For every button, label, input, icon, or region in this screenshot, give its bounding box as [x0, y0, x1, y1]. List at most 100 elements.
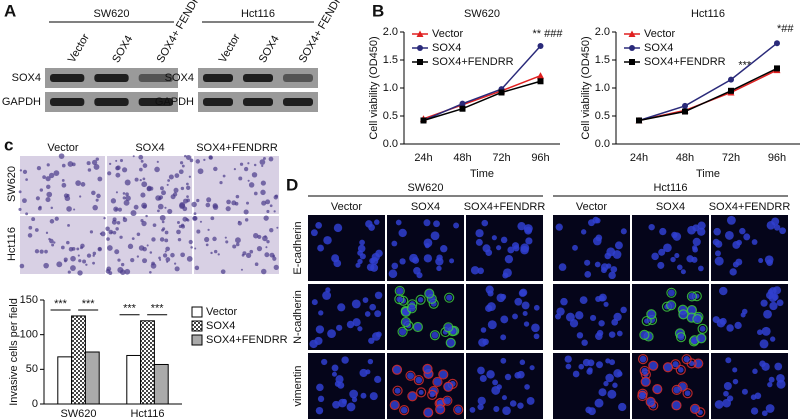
- nucleus: [575, 311, 584, 320]
- cell: [105, 268, 111, 274]
- x-tick-label: 24h: [630, 152, 648, 164]
- nucleus: [321, 358, 328, 366]
- nucleus: [586, 368, 593, 375]
- nucleus: [736, 239, 742, 246]
- cell: [149, 270, 152, 274]
- nucleus: [367, 358, 374, 365]
- cell: [265, 199, 271, 205]
- cell: [185, 217, 189, 221]
- cell: [61, 179, 65, 182]
- cell: [51, 243, 55, 247]
- cell: [71, 247, 76, 251]
- cell: [125, 192, 129, 197]
- cell: [146, 186, 152, 192]
- nucleus: [374, 375, 382, 384]
- if-column-label: SOX4+FENDRR: [464, 201, 546, 213]
- legend-marker: [417, 45, 423, 51]
- lane-label: Vector: [217, 32, 243, 65]
- cell: [54, 216, 59, 221]
- nucleus: [376, 331, 382, 338]
- legend-marker: [416, 30, 424, 37]
- nucleus: [327, 329, 336, 338]
- nucleus: [691, 256, 698, 263]
- cell: [92, 251, 97, 256]
- stain: [445, 337, 456, 348]
- nucleus: [723, 390, 729, 397]
- nucleus: [500, 315, 509, 324]
- cell: [181, 164, 185, 168]
- nucleus: [556, 307, 565, 316]
- nucleus: [612, 382, 618, 388]
- nucleus: [761, 410, 768, 417]
- cell: [43, 262, 49, 269]
- nucleus: [509, 400, 517, 407]
- cell: [66, 240, 70, 245]
- if-row-label: N-cadherin: [292, 290, 304, 344]
- cell: [122, 196, 126, 200]
- cell: [205, 202, 211, 208]
- cell: [199, 220, 203, 223]
- blot-band: [94, 98, 129, 106]
- legend-swatch: [191, 306, 203, 318]
- cell: [53, 170, 60, 176]
- nucleus: [514, 297, 523, 306]
- cell: [225, 240, 229, 244]
- cell: [208, 155, 213, 160]
- nucleus: [453, 222, 460, 229]
- cell: [50, 206, 54, 210]
- cell: [107, 245, 113, 251]
- cell: [85, 263, 88, 266]
- cell: [184, 154, 187, 158]
- cell: [42, 175, 46, 179]
- nucleus: [519, 288, 528, 297]
- nucleus: [761, 326, 771, 336]
- nucleus: [572, 370, 580, 378]
- stain: [399, 405, 410, 416]
- if-column-label: Vector: [331, 201, 363, 213]
- stain: [453, 404, 464, 415]
- nucleus: [309, 339, 318, 349]
- stain: [662, 362, 674, 373]
- cell: [27, 233, 33, 238]
- nucleus: [446, 294, 453, 301]
- nucleus: [315, 406, 324, 415]
- image-column-label: Vector: [47, 142, 79, 154]
- nucleus: [657, 261, 665, 269]
- stain: [648, 360, 659, 371]
- nucleus: [443, 397, 451, 405]
- stain: [397, 326, 408, 337]
- annotation: ** ###: [533, 28, 564, 40]
- lane-label: Vector: [66, 32, 92, 65]
- cell: [180, 186, 185, 191]
- nucleus: [779, 227, 786, 235]
- cell: [170, 194, 176, 200]
- nucleus: [357, 326, 363, 332]
- series-line: [638, 67, 778, 122]
- stain: [429, 330, 441, 341]
- cell: [134, 177, 139, 182]
- nucleus: [603, 380, 609, 387]
- cell: [18, 190, 22, 194]
- nucleus: [477, 366, 485, 375]
- cell: [45, 176, 51, 182]
- nucleus: [531, 323, 540, 333]
- cell: [264, 235, 267, 238]
- if-column-label: SOX4: [411, 201, 440, 213]
- nucleus: [523, 224, 533, 233]
- nucleus: [517, 402, 524, 409]
- nucleus: [729, 268, 737, 276]
- nucleus: [697, 334, 706, 343]
- cell: [212, 236, 217, 242]
- nucleus: [598, 388, 607, 397]
- nucleus: [680, 269, 686, 275]
- cell: [66, 206, 72, 212]
- stain: [675, 364, 686, 375]
- blot-group-title: Hct116: [241, 8, 275, 20]
- legend-label: Vector: [644, 28, 676, 40]
- cell: [96, 193, 101, 199]
- cell: [167, 179, 171, 182]
- cell: [274, 194, 279, 198]
- nucleus: [369, 257, 376, 264]
- nucleus: [714, 256, 724, 266]
- cell: [95, 157, 99, 161]
